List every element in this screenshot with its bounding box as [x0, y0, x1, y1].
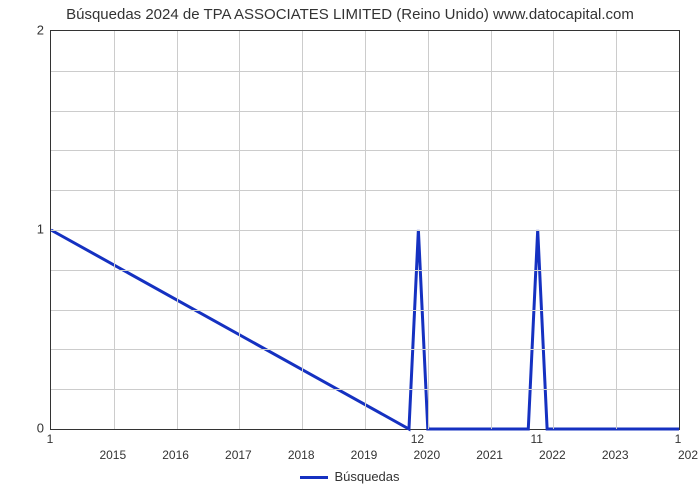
legend: Búsquedas	[0, 469, 700, 484]
y-tick-label: 2	[24, 23, 44, 38]
gridline-v	[114, 31, 115, 429]
gridline-v	[491, 31, 492, 429]
y-tick-label: 0	[24, 421, 44, 436]
point-label: 1	[47, 432, 54, 446]
gridline-v	[239, 31, 240, 429]
x-tick-label: 2017	[225, 448, 252, 462]
x-tick-label: 2021	[476, 448, 503, 462]
x-tick-label: 2020	[413, 448, 440, 462]
plot-area	[50, 30, 680, 430]
y-tick-label: 1	[24, 222, 44, 237]
x-tick-label: 2016	[162, 448, 189, 462]
chart-title: Búsquedas 2024 de TPA ASSOCIATES LIMITED…	[0, 6, 700, 23]
gridline-v	[428, 31, 429, 429]
x-tick-label: 2018	[288, 448, 315, 462]
gridline-v	[616, 31, 617, 429]
x-tick-label: 2015	[99, 448, 126, 462]
point-label: 1	[675, 432, 682, 446]
legend-label: Búsquedas	[334, 469, 399, 484]
x-tick-label: 202	[678, 448, 698, 462]
x-tick-label: 2022	[539, 448, 566, 462]
gridline-v	[177, 31, 178, 429]
point-label: 11	[530, 432, 542, 446]
x-tick-label: 2019	[351, 448, 378, 462]
point-label: 12	[411, 432, 424, 446]
legend-swatch	[300, 476, 328, 479]
x-tick-label: 2023	[602, 448, 629, 462]
gridline-v	[302, 31, 303, 429]
gridline-v	[553, 31, 554, 429]
gridline-v	[365, 31, 366, 429]
